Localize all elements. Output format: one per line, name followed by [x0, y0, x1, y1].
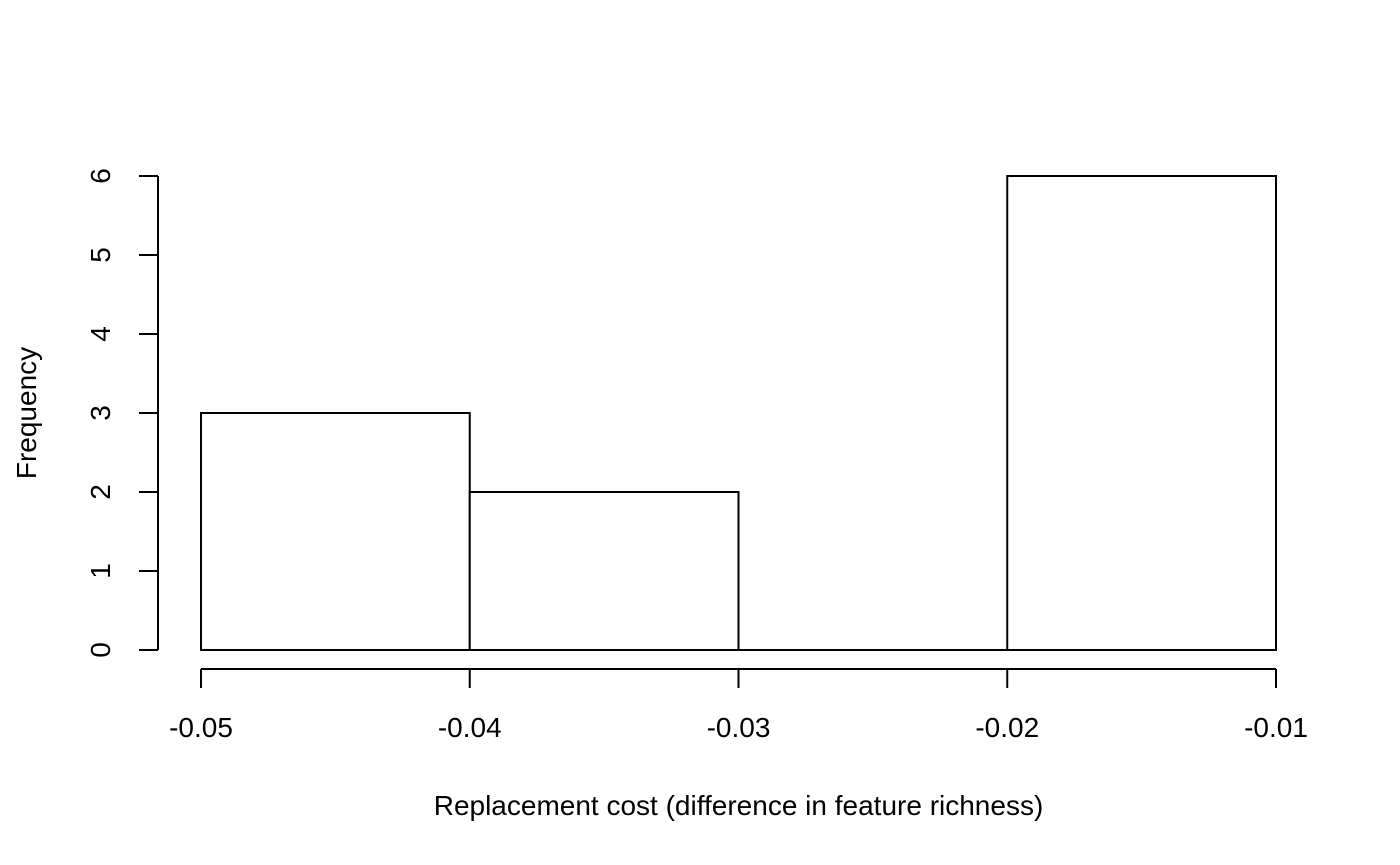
- x-tick-label-1: -0.04: [438, 712, 502, 743]
- x-tick-label-2: -0.03: [707, 712, 771, 743]
- x-tick-label-4: -0.01: [1244, 712, 1308, 743]
- x-tick-label-3: -0.02: [975, 712, 1039, 743]
- x-tick-label-0: -0.05: [169, 712, 233, 743]
- y-tick-label-2: 2: [85, 484, 116, 500]
- y-tick-label-3: 3: [85, 405, 116, 421]
- y-tick-label-1: 1: [85, 563, 116, 579]
- x-axis: -0.05 -0.04 -0.03 -0.02 -0.01: [169, 668, 1308, 743]
- histogram-bar-3: [1006, 175, 1277, 651]
- y-tick-label-0: 0: [85, 642, 116, 658]
- y-tick-label-4: 4: [85, 326, 116, 342]
- histogram-bar-1: [468, 491, 740, 651]
- y-tick-label-6: 6: [85, 168, 116, 184]
- histogram-bar-0: [200, 412, 471, 651]
- y-axis-title: Frequency: [11, 347, 42, 479]
- y-axis: 0 1 2 3 4 5 6: [85, 168, 159, 658]
- bars-group: [200, 175, 1277, 651]
- y-tick-label-5: 5: [85, 247, 116, 263]
- x-axis-title: Replacement cost (difference in feature …: [434, 790, 1044, 821]
